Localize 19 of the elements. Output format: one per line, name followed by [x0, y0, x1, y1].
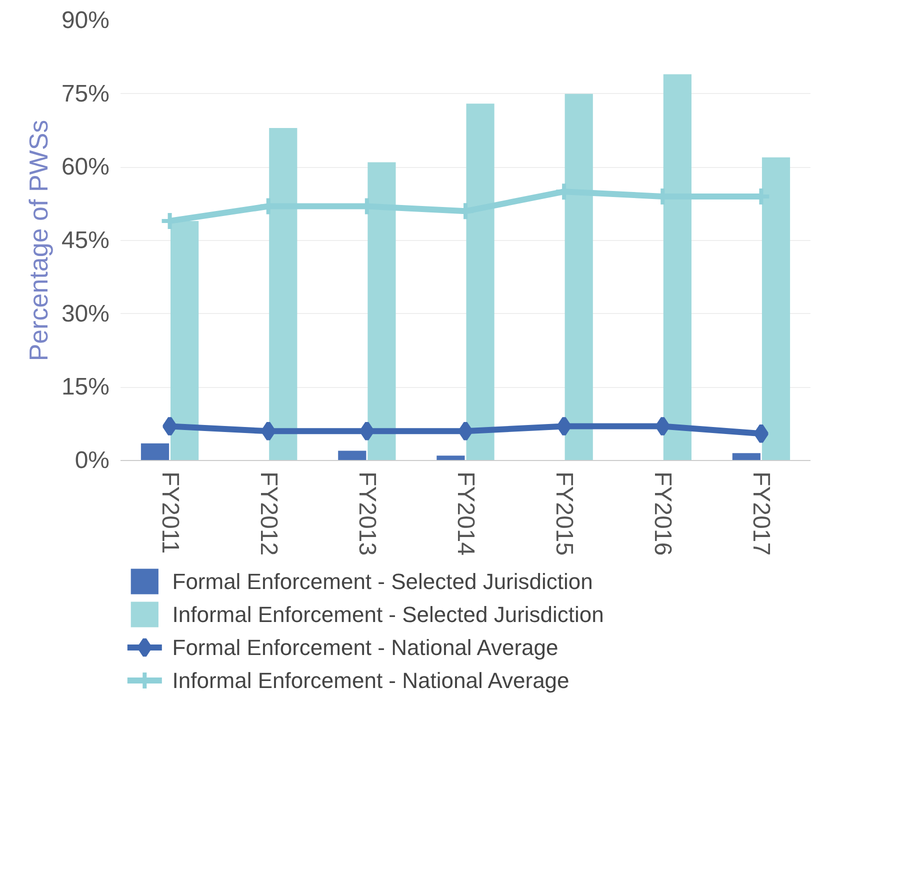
x-tick-label: FY2013: [353, 472, 380, 556]
y-tick-label: 15%: [61, 374, 110, 401]
x-tick-label: FY2014: [452, 472, 479, 556]
legend-label: Informal Enforcement - National Average: [172, 668, 570, 693]
y-tick-label: 90%: [61, 7, 110, 34]
x-tick-label: FY2017: [748, 472, 775, 556]
x-tick-label: FY2011: [156, 472, 184, 554]
legend-label: Informal Enforcement - Selected Jurisdiction: [172, 602, 604, 627]
y-axis-title: Percentage of PWSs: [23, 120, 54, 362]
legend-label: Formal Enforcement - Selected Jurisdiction: [172, 569, 593, 594]
x-tick-label: FY2016: [649, 472, 676, 556]
legend-label: Formal Enforcement - National Average: [172, 635, 558, 660]
y-tick-label: 30%: [61, 300, 110, 328]
y-tick-label: 0%: [74, 447, 110, 474]
x-tick-label: FY2015: [550, 472, 578, 556]
x-tick-label: FY2012: [254, 472, 282, 556]
y-tick-label: 60%: [61, 154, 110, 181]
y-tick-label: 75%: [61, 80, 110, 108]
y-tick-label: 45%: [61, 227, 110, 254]
